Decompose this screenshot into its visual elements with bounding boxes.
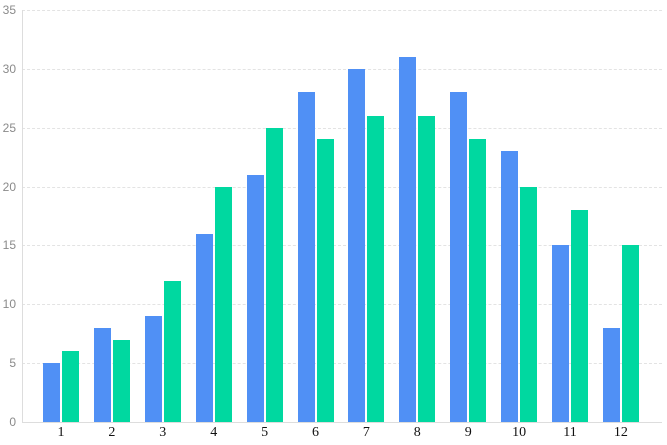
x-tick-label: 5 (261, 425, 269, 440)
x-tick-label: 7 (362, 425, 370, 440)
x-tick-label: 11 (563, 425, 577, 440)
y-tick-label: 35 (2, 3, 16, 17)
bar-1-8 (399, 57, 417, 422)
x-tick-label: 1 (57, 425, 65, 440)
bar-2-3 (163, 280, 181, 422)
x-tick-label: 12 (613, 425, 628, 440)
x-tick-label: 3 (159, 425, 167, 440)
x-axis-line (22, 422, 662, 423)
grid-line (22, 245, 662, 247)
bar-2-7 (367, 115, 385, 422)
grid-line (22, 127, 662, 129)
grid-line (22, 10, 662, 11)
bar-1-7 (348, 68, 366, 422)
y-tick-label: 25 (2, 120, 16, 135)
y-axis-line (22, 10, 23, 422)
x-tick-label: 4 (210, 425, 218, 440)
bar-1-3 (144, 316, 162, 422)
bar-2-10 (520, 186, 538, 422)
bar-2-12 (621, 245, 639, 422)
x-tick-label: 6 (312, 425, 319, 440)
x-tick-label: 9 (464, 425, 472, 440)
bar-1-6 (297, 92, 315, 422)
bar-2-2 (112, 339, 130, 422)
y-tick-label: 20 (2, 179, 16, 194)
grid-line (22, 363, 662, 365)
bar-1-5 (246, 174, 264, 422)
grid-line (22, 186, 662, 188)
bar-2-1 (62, 351, 79, 422)
bar-1-1 (43, 363, 60, 422)
bar-2-4 (214, 186, 232, 422)
bar-1-9 (450, 92, 468, 422)
y-tick-label: 15 (2, 238, 16, 253)
y-tick-label: 5 (9, 356, 16, 371)
grid-line (22, 304, 662, 306)
bar-1-11 (552, 245, 569, 422)
bar-1-4 (195, 233, 213, 422)
bar-2-5 (265, 127, 283, 422)
bar-2-6 (316, 139, 334, 422)
bar-2-11 (571, 210, 588, 422)
bar-2-8 (418, 115, 436, 422)
y-tick-label: 30 (2, 61, 16, 76)
bar-1-10 (501, 151, 519, 422)
y-tick-label: 10 (2, 297, 16, 312)
bar-1-2 (93, 327, 111, 422)
bar-1-12 (602, 327, 620, 422)
x-tick-label: 2 (108, 425, 116, 440)
x-tick-label: 10 (512, 425, 527, 440)
grid-line (22, 68, 662, 70)
y-tick-label: 0 (9, 415, 16, 429)
bar-2-9 (469, 139, 487, 422)
x-tick-label: 8 (413, 425, 421, 440)
